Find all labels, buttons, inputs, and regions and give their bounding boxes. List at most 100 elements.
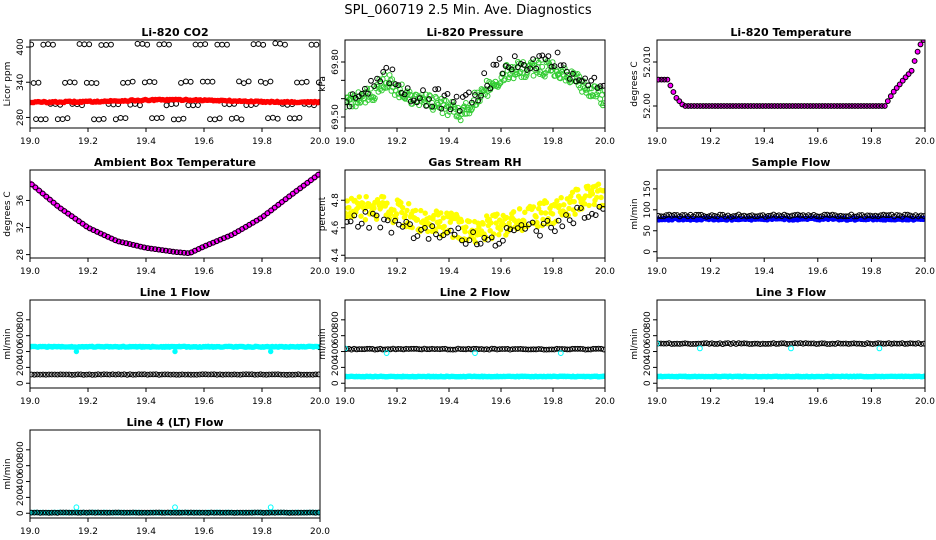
data-point [872,340,879,347]
data-point [292,509,299,516]
data-point [510,209,517,215]
data-point [372,95,378,102]
data-point [555,217,562,224]
series-li820temp-0 [657,40,925,109]
data-point [797,340,804,347]
data-point [349,103,356,110]
data-point [591,74,598,81]
data-point [183,78,189,85]
y-tick-label: 200 [16,359,26,376]
y-axis-label: ml/min [630,328,640,359]
data-point [559,223,566,230]
x-tick-label: 20.0 [915,137,935,147]
data-point [533,214,539,220]
data-point [921,373,925,379]
data-point [896,212,903,219]
data-point [50,199,57,206]
data-point [152,246,159,253]
data-point [280,371,287,378]
data-point [118,371,125,378]
data-point [756,103,763,109]
data-point [286,371,293,378]
data-point [45,41,51,47]
data-point [544,217,551,224]
data-point [138,509,145,516]
x-tick-label: 19.0 [335,397,355,407]
data-point [741,340,747,347]
data-point [172,348,178,355]
data-point [595,181,602,187]
data-point [54,509,61,516]
data-point [574,187,581,193]
data-point [275,509,281,516]
data-point [237,371,244,378]
data-point [845,341,852,347]
data-point [518,61,524,67]
data-point [280,509,287,516]
panel-title: Line 4 (LT) Flow [127,416,224,429]
data-point [380,69,387,75]
data-point [768,212,774,219]
x-tick-label: 19.8 [861,397,881,407]
data-point [418,207,424,214]
data-point [297,185,304,192]
data-point [496,240,503,247]
data-point [432,86,439,93]
data-point [746,341,753,347]
data-point [794,211,801,218]
data-point [478,92,485,99]
data-point [914,48,921,55]
data-point [450,346,456,353]
data-point [804,103,811,109]
data-point [358,90,365,97]
data-point [48,509,55,516]
data-point [918,212,924,219]
data-point [709,103,715,109]
data-point [272,371,278,378]
data-point [172,504,178,511]
data-point [912,340,919,347]
data-point [358,213,364,219]
data-point [153,371,160,378]
panel-sample: Sample Flow 19.0 19.2 19.4 19.6 19.8 20.0 0 50 10… [630,156,935,277]
data-point [137,243,144,250]
y-tick-label: 600 [16,457,26,474]
data-point [275,201,282,208]
data-point [795,103,802,109]
data-point [709,340,715,347]
data-point [566,205,572,212]
data-point [30,509,35,516]
data-point [282,196,289,203]
data-point [217,509,223,516]
data-point [697,345,703,352]
data-point [864,212,871,219]
data-point [234,509,241,516]
y-tick-label: 50 [643,225,653,237]
data-point [391,207,397,213]
data-point [693,211,699,218]
data-point [530,204,537,210]
data-point [398,90,405,96]
x-tick-label: 19.0 [20,267,40,277]
x-tick-label: 20.0 [915,397,935,407]
data-point [127,509,133,516]
data-point [894,212,900,218]
data-point [109,371,116,378]
data-point [574,204,580,211]
data-point [346,205,352,211]
data-point [884,98,891,104]
y-axis-label: ml/min [3,328,13,359]
data-point [115,509,122,516]
plot-frame [29,299,321,389]
data-point [816,340,822,347]
data-point [448,227,454,234]
data-point [260,41,267,48]
x-tick-label: 19.2 [387,137,407,147]
data-point [454,213,460,220]
data-point [885,212,892,219]
data-point [444,112,451,119]
data-point [741,103,748,109]
data-point [500,237,506,244]
data-point [856,212,863,219]
series-line2-0 [345,373,605,380]
